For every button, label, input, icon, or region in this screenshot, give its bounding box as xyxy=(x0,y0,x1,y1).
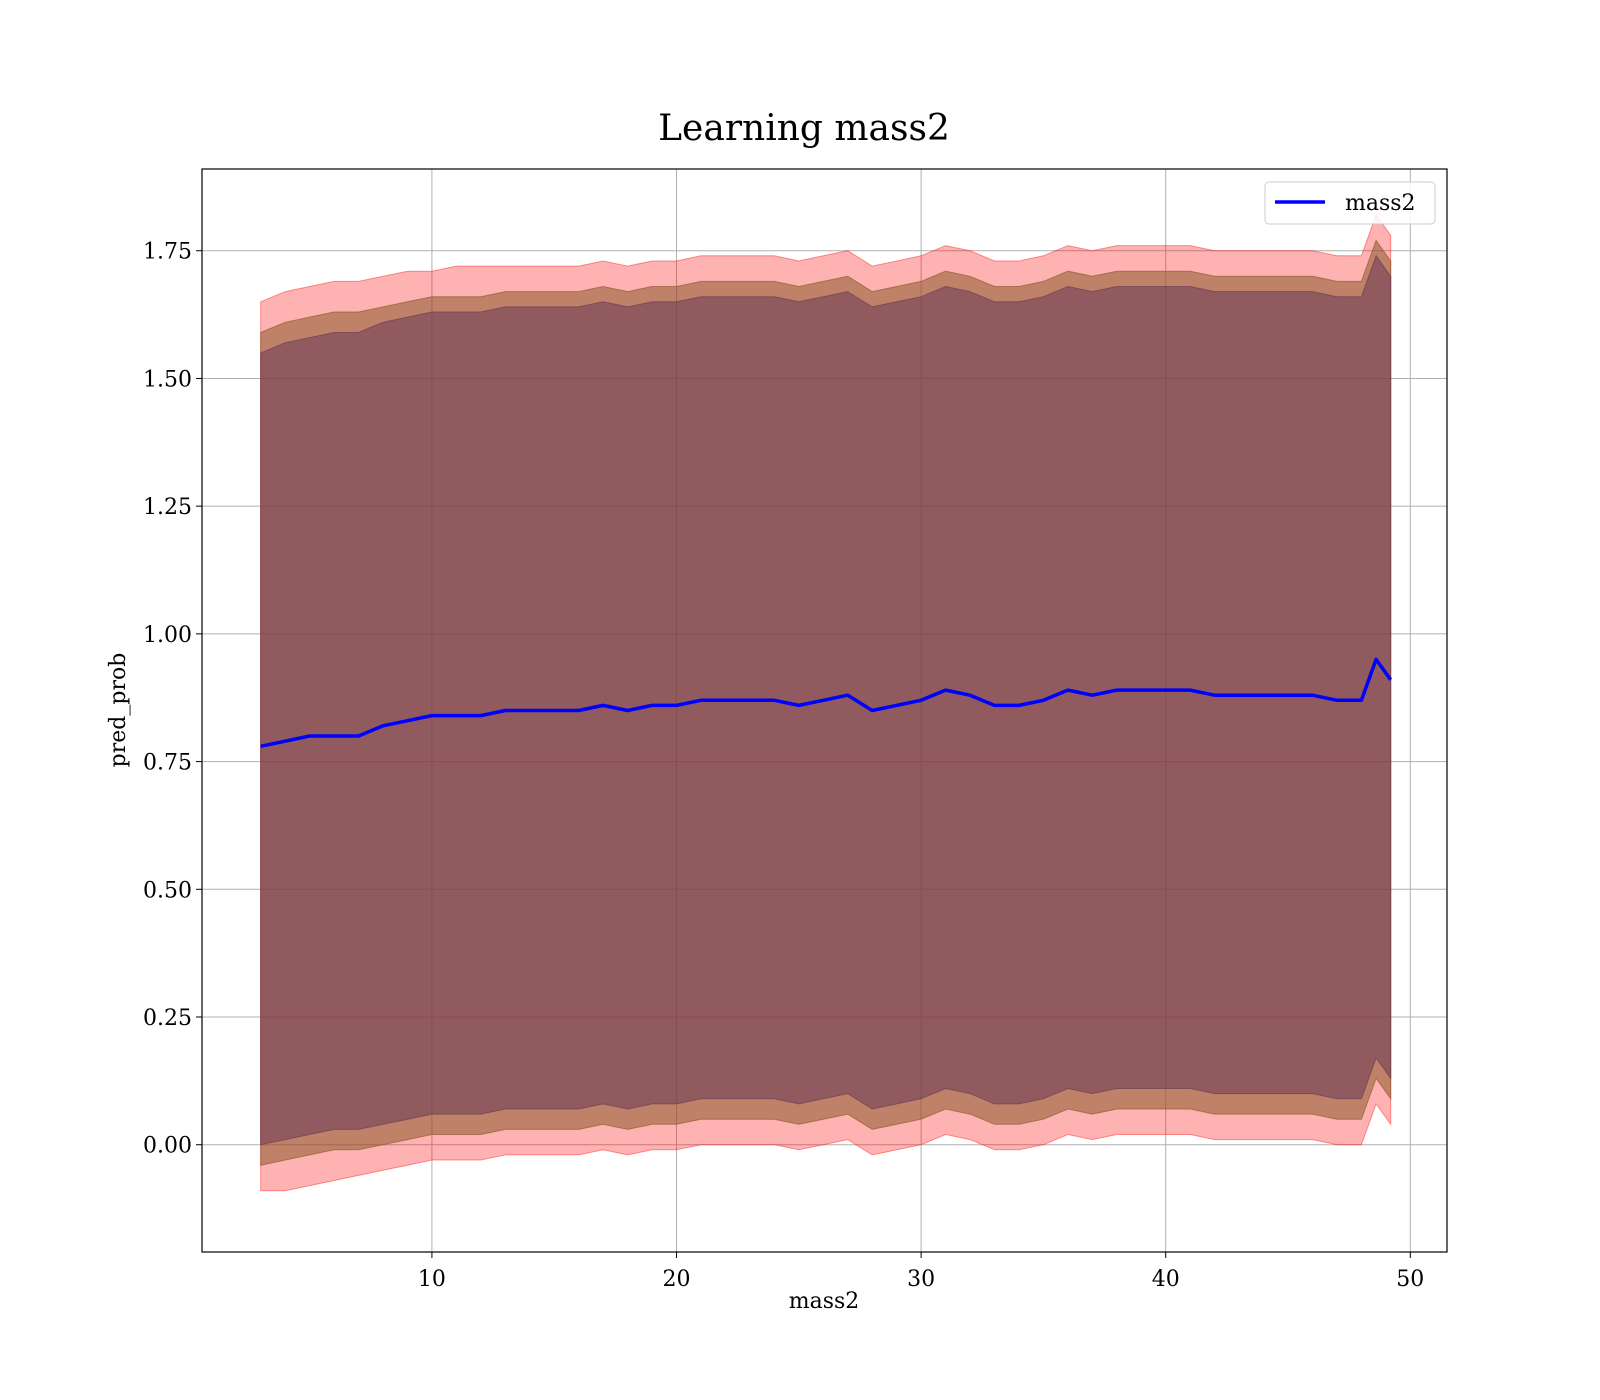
y-axis-ticks: 0.00 0.25 0.50 0.75 1.00 1.25 1.50 1.75 xyxy=(143,240,202,1159)
plot-frame xyxy=(201,168,1448,1253)
y-tick-label: 0.50 xyxy=(143,878,192,903)
y-tick-label: 1.25 xyxy=(143,495,192,520)
y-tick-label: 0.00 xyxy=(143,1134,192,1159)
y-tick-label: 1.75 xyxy=(143,240,192,265)
series-lines xyxy=(260,657,1393,749)
x-tick-label: 40 xyxy=(1152,1267,1180,1292)
chart-title: Learning mass2 xyxy=(658,108,950,149)
legend-entry: mass2 xyxy=(1345,191,1416,216)
x-axis-label: mass2 xyxy=(789,1289,860,1314)
x-tick-label: 50 xyxy=(1396,1267,1424,1292)
y-tick-label: 1.50 xyxy=(143,367,192,392)
y-tick-label: 1.00 xyxy=(143,623,192,648)
legend-box xyxy=(1264,181,1436,225)
x-tick-label: 20 xyxy=(663,1267,691,1292)
series-line xyxy=(260,657,1393,749)
x-tick-label: 10 xyxy=(418,1267,446,1292)
y-tick-label: 0.25 xyxy=(143,1006,192,1031)
band-areas xyxy=(260,213,1392,1192)
x-tick-label: 30 xyxy=(907,1267,935,1292)
x-axis-ticks: 10 20 30 40 50 xyxy=(418,1252,1424,1292)
y-tick-label: 0.75 xyxy=(143,751,192,776)
legend: mass2 xyxy=(1264,181,1436,225)
y-axis-label: pred_prob xyxy=(106,653,131,768)
